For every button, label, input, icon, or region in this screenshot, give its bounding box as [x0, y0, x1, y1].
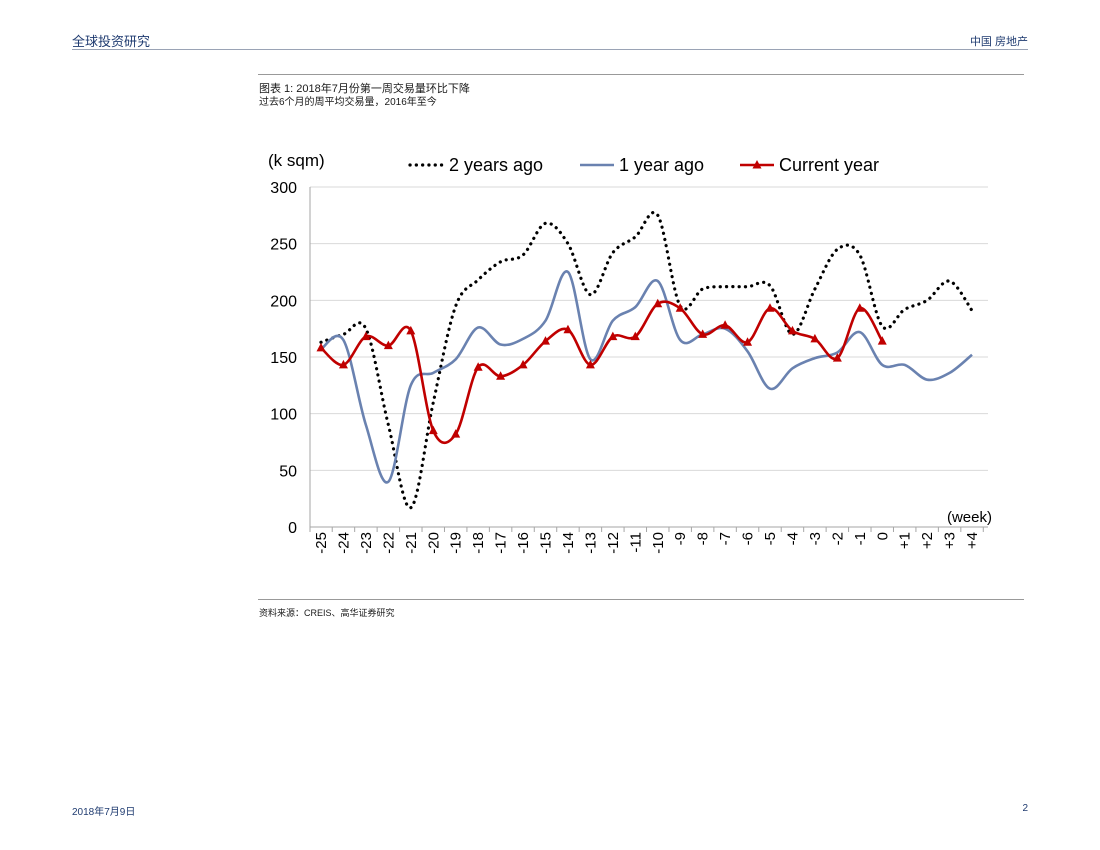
- series-line-2: [320, 300, 884, 445]
- x-tick-label: -6: [740, 532, 757, 545]
- y-tick-labels: 0 50 100 150 200 250 300: [270, 180, 297, 537]
- series-marker: [585, 359, 595, 369]
- series-marker: [720, 320, 730, 329]
- legend-item: 2 years ago: [408, 155, 543, 175]
- x-tick-label: -14: [560, 532, 577, 554]
- figure-source: 资料来源：CREIS、高华证券研究: [259, 608, 395, 618]
- figure-title: 图表 1: 2018年7月份第一周交易量环比下降: [259, 83, 470, 95]
- x-tick-label: -7: [717, 532, 734, 545]
- header-sector: 中国 房地产: [969, 36, 1028, 48]
- x-axis-label: (week): [947, 509, 992, 526]
- x-tick-label: -12: [605, 532, 622, 554]
- x-tick-label: -22: [380, 532, 397, 554]
- x-tick-label: -5: [762, 532, 779, 545]
- series-marker: [361, 331, 371, 341]
- header-divider: [72, 49, 1028, 50]
- y-tick-label: 200: [270, 293, 297, 310]
- x-tick-label: +1: [897, 532, 914, 549]
- series-line-0: [319, 211, 974, 510]
- series-marker: [541, 336, 550, 345]
- chart-legend: 2 years ago 1 year ago Current year: [408, 155, 879, 175]
- series-marker: [428, 425, 438, 435]
- legend-item: 1 year ago: [580, 155, 704, 175]
- series-marker: [338, 359, 348, 369]
- x-tick-label: -17: [493, 532, 510, 554]
- x-tick-label: -13: [582, 532, 599, 554]
- series-marker: [316, 342, 326, 352]
- series-marker: [630, 331, 640, 341]
- x-tick-label: -15: [538, 532, 555, 554]
- y-tick-label: 50: [279, 463, 297, 480]
- series-marker: [496, 371, 506, 380]
- series-marker: [877, 336, 887, 345]
- legend-marker: [752, 160, 762, 169]
- footer-date: 2018年7月9日: [72, 807, 136, 818]
- y-tick-label: 250: [270, 237, 297, 254]
- x-tick-label: -24: [335, 532, 352, 554]
- series-marker: [675, 303, 685, 312]
- x-tick-label: -3: [807, 532, 824, 545]
- legend-item: Current year: [740, 155, 879, 175]
- x-tick-label: -4: [784, 532, 801, 545]
- y-tick-label: 300: [270, 180, 297, 197]
- x-tick-label: -23: [358, 532, 375, 554]
- y-tick-label: 100: [270, 407, 297, 424]
- chart-axes: [309, 187, 988, 532]
- legend-label: 1 year ago: [619, 155, 704, 175]
- y-tick-label: 0: [288, 520, 297, 537]
- series-marker: [563, 324, 573, 334]
- figure-top-divider: [258, 74, 1024, 75]
- figure-subtitle: 过去6个月的周平均交易量，2016年至今: [259, 97, 437, 108]
- y-tick-label: 150: [270, 350, 297, 367]
- x-tick-label: -21: [403, 532, 420, 554]
- x-tick-label: -20: [425, 532, 442, 554]
- series-marker: [518, 359, 528, 369]
- series-marker: [406, 325, 416, 335]
- page-number: 2: [1022, 803, 1028, 814]
- y-axis-label: (k sqm): [268, 151, 325, 170]
- x-tick-label: 0: [874, 532, 891, 540]
- series-marker: [451, 429, 461, 438]
- series-marker: [765, 303, 775, 312]
- series-marker: [743, 337, 753, 346]
- x-tick-label: -9: [672, 532, 689, 545]
- x-tick-label: -16: [515, 532, 532, 554]
- x-tick-label: +3: [942, 532, 959, 549]
- series-marker: [810, 333, 820, 343]
- x-tick-label: +4: [964, 532, 981, 549]
- x-tick-label: -25: [313, 532, 330, 554]
- series-marker: [473, 362, 483, 371]
- x-tick-label: -11: [627, 532, 644, 553]
- series-marker: [787, 325, 797, 335]
- x-tick-label: -18: [470, 532, 487, 554]
- series-marker: [653, 298, 663, 308]
- x-tick-label: +2: [919, 532, 936, 549]
- series-marker: [832, 353, 842, 362]
- series-marker: [698, 329, 708, 338]
- header-title: 全球投资研究: [72, 34, 151, 49]
- series-line-1: [320, 270, 973, 484]
- series-marker: [383, 340, 393, 350]
- series-marker: [855, 303, 865, 312]
- legend-label: 2 years ago: [449, 155, 543, 175]
- x-tick-label: -2: [829, 532, 846, 545]
- x-tick-label: -1: [852, 532, 869, 545]
- x-tick-label: -8: [695, 532, 712, 545]
- series-marker: [608, 331, 618, 341]
- legend-label: Current year: [779, 155, 879, 175]
- x-tick-label: -10: [650, 532, 667, 554]
- chart-series: [316, 211, 974, 510]
- x-tick-label: -19: [448, 532, 465, 554]
- x-tick-labels: -25 -24 -23 -22 -21 -20 -19 -18 -17 -16 -15 -14 -13-…: [313, 532, 981, 554]
- figure-bottom-divider: [258, 599, 1024, 600]
